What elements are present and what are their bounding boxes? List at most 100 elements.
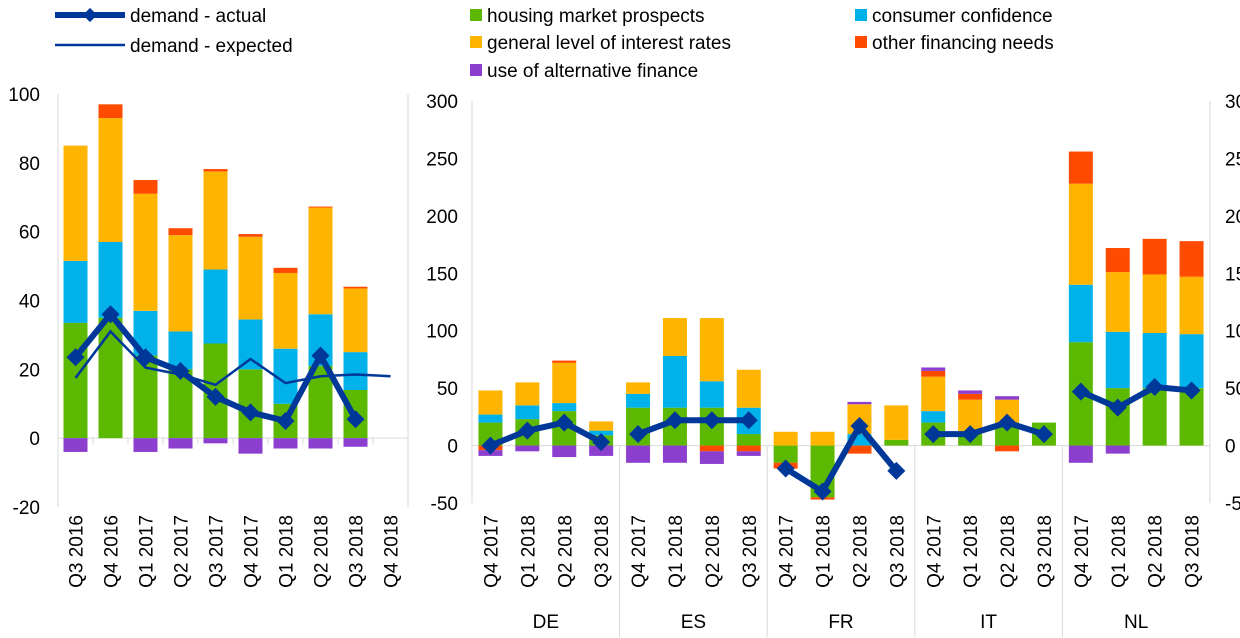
- bar-consumer-confidence-de-3: [589, 430, 614, 436]
- right-y-tick-label-left: 250: [426, 149, 458, 170]
- bar-use-of-alternative-finance-ea-6: [273, 438, 298, 449]
- bar-consumer-confidence-de-1: [515, 405, 540, 420]
- country-label-es: ES: [681, 612, 706, 633]
- right-y-tick-label-left: -50: [431, 494, 458, 515]
- bar-housing-market-prospects-it-2: [995, 422, 1020, 446]
- bar-general-level-of-interest-rates-ea-2: [133, 193, 158, 311]
- right-y-tick-label-left: 300: [426, 92, 458, 113]
- bar-use-of-alternative-finance-es-0: [626, 445, 651, 463]
- bar-general-level-of-interest-rates-fr-1: [810, 431, 835, 446]
- bar-other-financing-needs-nl-2: [1142, 238, 1167, 275]
- bar-consumer-confidence-ea-5: [238, 319, 263, 370]
- bar-general-level-of-interest-rates-es-2: [699, 318, 724, 382]
- bar-other-financing-needs-nl-3: [1179, 241, 1204, 277]
- right-x-tick-label: Q2 2018: [850, 515, 871, 588]
- right-y-tick-label-right: 300: [1225, 92, 1240, 113]
- bar-housing-market-prospects-nl-1: [1105, 388, 1130, 446]
- bar-other-financing-needs-ea-4: [203, 169, 228, 172]
- bar-consumer-confidence-es-0: [626, 393, 651, 408]
- it-actual-point: [961, 425, 980, 444]
- ea-actual-point: [171, 362, 190, 381]
- bar-other-financing-needs-de-2: [552, 360, 577, 363]
- fr-actual-point: [887, 461, 906, 480]
- right-x-tick-label: Q4 2017: [481, 515, 502, 588]
- es-actual-line: [637, 417, 749, 437]
- ea-actual-point: [206, 387, 225, 406]
- bar-housing-market-prospects-ea-3: [168, 369, 193, 439]
- bar-other-financing-needs-fr-2: [847, 445, 872, 454]
- bar-consumer-confidence-fr-2: [847, 434, 872, 446]
- fr-actual-point: [813, 482, 832, 501]
- bar-use-of-alternative-finance-es-1: [662, 445, 687, 463]
- left-y-tick-label: 0: [29, 429, 40, 450]
- bar-housing-market-prospects-ea-1: [98, 317, 123, 439]
- right-x-tick-label: Q3 2018: [1035, 515, 1056, 588]
- bar-general-level-of-interest-rates-ea-7: [308, 207, 333, 315]
- left-x-tick-label: Q4 2017: [242, 515, 263, 588]
- ea-actual-point: [66, 348, 85, 367]
- country-label-fr: FR: [828, 612, 853, 633]
- es-actual-point: [739, 411, 758, 430]
- legend-label-demand-actual: demand - actual: [130, 6, 266, 27]
- bar-use-of-alternative-finance-de-1: [515, 445, 540, 452]
- bar-general-level-of-interest-rates-es-3: [736, 369, 761, 408]
- legend-label-housing-market-prospects: housing market prospects: [487, 6, 705, 27]
- ea-actual-point: [241, 403, 260, 422]
- nl-actual-line: [1079, 383, 1192, 411]
- bar-use-of-alternative-finance-nl-1: [1105, 445, 1130, 454]
- right-y-tick-label-right: 50: [1225, 379, 1240, 400]
- bar-use-of-alternative-finance-it-0: [921, 367, 946, 371]
- right-y-tick-label-right: 200: [1225, 207, 1240, 228]
- right-x-tick-label: Q3 2018: [887, 515, 908, 588]
- fr-actual-point: [850, 417, 869, 436]
- bar-housing-market-prospects-ea-0: [63, 322, 88, 439]
- right-x-tick-label: Q4 2017: [777, 515, 798, 588]
- left-y-tick-label: 100: [8, 85, 40, 106]
- de-actual-line: [489, 419, 603, 449]
- right-x-tick-label: Q2 2018: [555, 515, 576, 588]
- bar-other-financing-needs-ea-3: [168, 228, 193, 236]
- right-x-tick-label: Q1 2018: [961, 515, 982, 588]
- bar-general-level-of-interest-rates-es-0: [626, 382, 651, 394]
- bar-general-level-of-interest-rates-ea-6: [273, 272, 298, 349]
- bar-other-financing-needs-ea-8: [343, 286, 368, 289]
- country-label-nl: NL: [1124, 612, 1148, 633]
- bar-general-level-of-interest-rates-es-1: [662, 318, 687, 356]
- bar-housing-market-prospects-de-0: [478, 422, 503, 446]
- de-actual-point: [481, 436, 500, 455]
- right-y-tick-label-right: 150: [1225, 264, 1240, 285]
- bar-use-of-alternative-finance-es-3: [736, 451, 761, 456]
- chart-legend: demand - actual demand - expected housing …: [55, 6, 1054, 82]
- bar-general-level-of-interest-rates-ea-3: [168, 235, 193, 332]
- right-x-tick-label: Q4 2017: [629, 515, 650, 588]
- es-actual-point: [629, 425, 648, 444]
- right-x-tick-label: Q1 2018: [814, 515, 835, 588]
- left-x-tick-label: Q1 2018: [277, 515, 298, 588]
- bar-general-level-of-interest-rates-de-3: [589, 421, 614, 431]
- bar-other-financing-needs-ea-2: [133, 180, 158, 194]
- left-y-tick-label: 20: [19, 360, 40, 381]
- country-label-de: DE: [533, 612, 559, 633]
- nl-actual-point: [1108, 398, 1127, 417]
- bar-consumer-confidence-ea-4: [203, 269, 228, 344]
- countries-panel: -50 -50 0 0 50 50 100 100 150 150 200 200 250 250 300 3…: [426, 92, 1240, 637]
- right-y-tick-label-left: 100: [426, 322, 458, 343]
- legend-swatch-general-level-of-interest-rates: [470, 36, 482, 48]
- fr-actual-point: [776, 459, 795, 478]
- bar-consumer-confidence-nl-3: [1179, 334, 1204, 389]
- right-x-tick-label: Q3 2018: [592, 515, 613, 588]
- bar-consumer-confidence-ea-8: [343, 352, 368, 390]
- right-y-tick-label-left: 200: [426, 207, 458, 228]
- bar-general-level-of-interest-rates-nl-0: [1068, 183, 1093, 285]
- bar-use-of-alternative-finance-ea-4: [203, 438, 228, 444]
- left-x-tick-label: Q3 2017: [207, 515, 228, 588]
- right-x-tick-label: Q4 2017: [1072, 515, 1093, 588]
- bar-use-of-alternative-finance-ea-5: [238, 438, 263, 454]
- bar-use-of-alternative-finance-ea-7: [308, 438, 333, 449]
- de-actual-point: [518, 421, 537, 440]
- bar-use-of-alternative-finance-it-1: [958, 390, 983, 394]
- bar-general-level-of-interest-rates-ea-8: [343, 288, 368, 353]
- bar-use-of-alternative-finance-it-2: [995, 396, 1020, 400]
- right-x-tick-label: Q2 2018: [998, 515, 1019, 588]
